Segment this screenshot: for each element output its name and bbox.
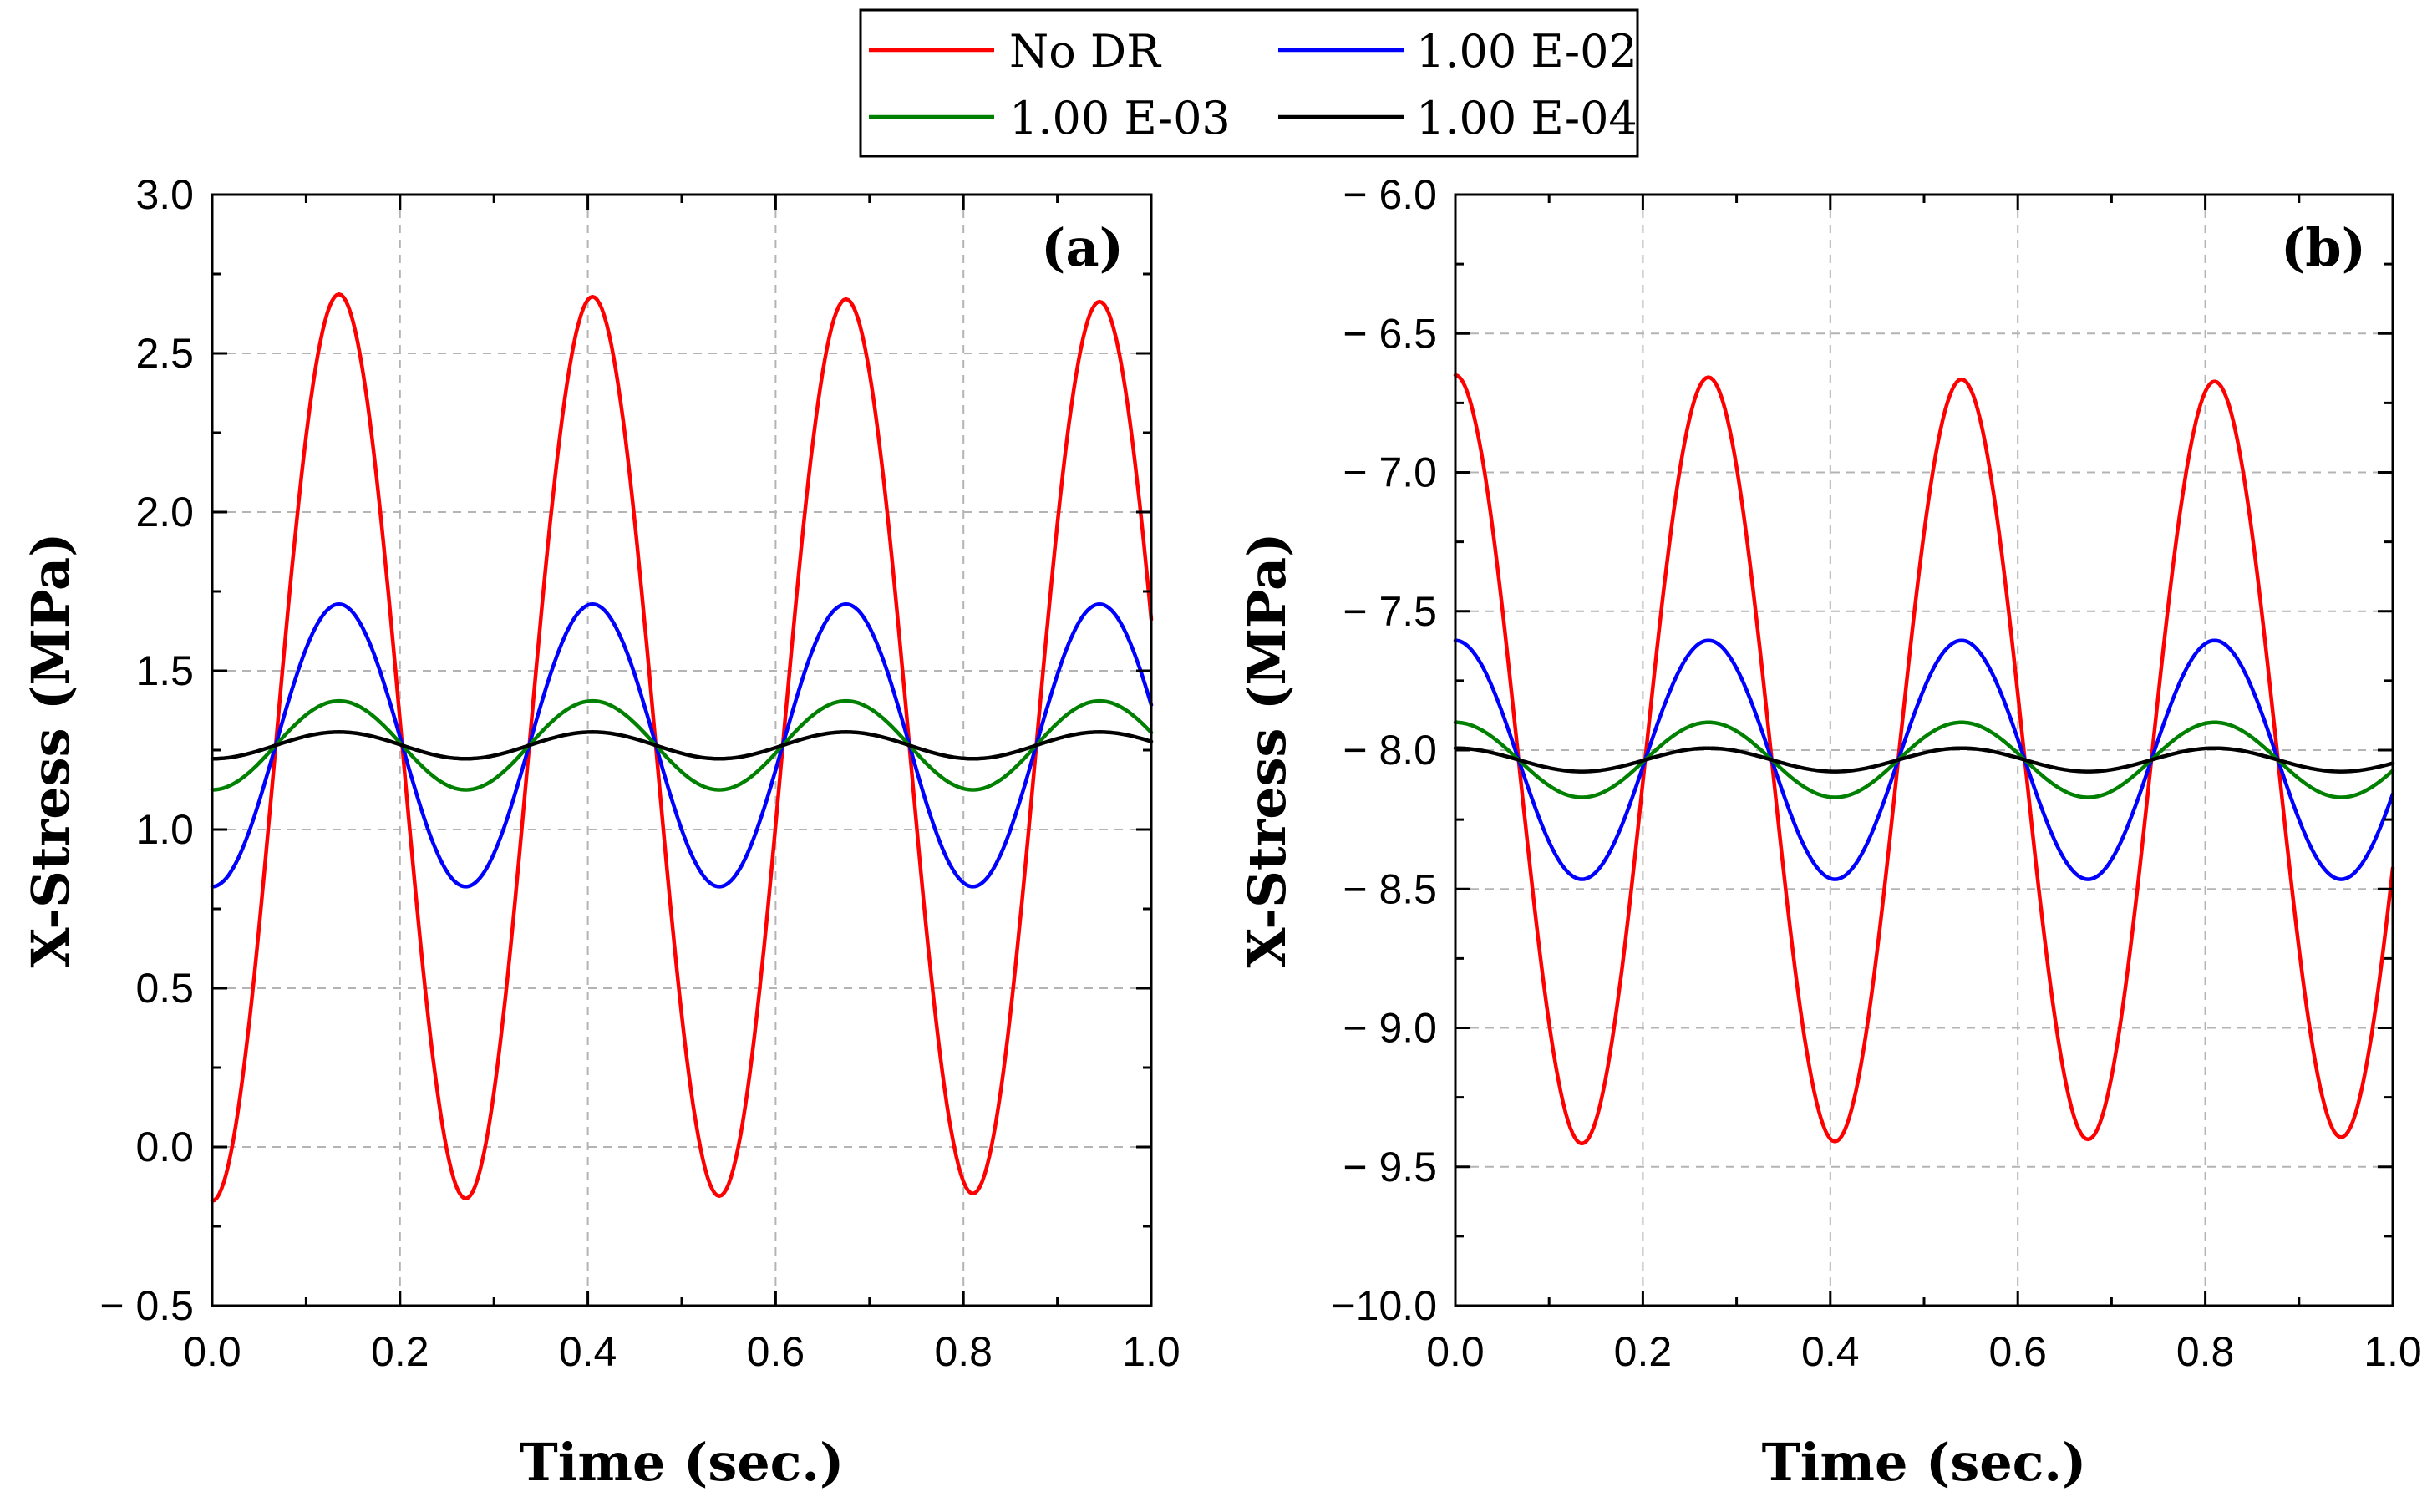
grid-a <box>212 195 1151 1306</box>
legend-label-1e-03: 1.00 E-03 <box>1009 92 1231 145</box>
series-a <box>210 292 1154 1203</box>
y-tick-label: 1.0 <box>135 806 194 853</box>
y-tick-label: − 6.0 <box>1343 171 1437 218</box>
legend: No DR 1.00 E-02 1.00 E-03 1.00 E-04 <box>859 8 1639 158</box>
x-tick-label: 0.8 <box>934 1328 993 1375</box>
series-line-b-0 <box>1453 373 2395 1146</box>
ticks-a <box>211 193 1153 1307</box>
x-tick-label: 0.0 <box>183 1328 241 1375</box>
ticks-b <box>1454 193 2394 1307</box>
x-axis-title-b: Time (sec.) <box>1762 1432 2087 1493</box>
x-tick-label: 0.8 <box>2176 1328 2235 1375</box>
y-tick-labels-a: 3.0 2.5 2.0 1.5 1.0 0.5 0.0 − 0.5 <box>99 171 194 1329</box>
legend-label-1e-04: 1.00 E-04 <box>1416 92 1637 145</box>
series-b <box>1453 373 2395 1146</box>
chart-panel-b: − 6.0 − 6.5 − 7.0 − 7.5 − 8.0 − 8.5 − 9.0 − 9.5… <box>1236 171 2422 1493</box>
y-tick-label: − 7.5 <box>1343 588 1437 635</box>
legend-label-1e-02: 1.00 E-02 <box>1416 25 1637 78</box>
y-axis-title-b: X-Stress (MPa) <box>1236 533 1297 968</box>
x-tick-label: 0.6 <box>747 1328 805 1375</box>
y-axis-title-a: X-Stress (MPa) <box>20 533 81 968</box>
series-line-b-2 <box>1453 720 2395 799</box>
x-tick-label: 0.2 <box>1614 1328 1673 1375</box>
x-axis-title-a: Time (sec.) <box>520 1432 845 1493</box>
y-tick-label: − 7.0 <box>1343 449 1437 496</box>
plot-frame-a <box>211 193 1153 1307</box>
x-tick-labels-a: 0.0 0.2 0.4 0.6 0.8 1.0 <box>183 1328 1180 1375</box>
y-tick-labels-b: − 6.0 − 6.5 − 7.0 − 7.5 − 8.0 − 8.5 − 9.0 − 9.5… <box>1331 171 1437 1329</box>
grid-b <box>1455 195 2393 1306</box>
x-tick-label: 0.4 <box>559 1328 617 1375</box>
x-tick-labels-b: 0.0 0.2 0.4 0.6 0.8 1.0 <box>1426 1328 2422 1375</box>
y-tick-label: − 8.0 <box>1343 727 1437 774</box>
x-tick-label: 1.0 <box>1122 1328 1180 1375</box>
series-line-a-3 <box>210 730 1154 761</box>
legend-box <box>859 8 1639 158</box>
chart-panel-a: 3.02.52.01.51.00.50.0− 0.5 0.0 0.2 0.4 0.6 0… <box>20 171 1180 1493</box>
legend-label-no-dr: No DR <box>1009 25 1161 78</box>
y-tick-label: 2.5 <box>135 330 194 377</box>
x-tick-label: 0.0 <box>1426 1328 1485 1375</box>
y-tick-label: −10.0 <box>1331 1282 1437 1329</box>
y-tick-label: − 9.0 <box>1343 1005 1437 1052</box>
y-tick-label: 1.5 <box>135 647 194 694</box>
y-tick-label: 0.0 <box>135 1124 194 1170</box>
y-tick-label: − 9.5 <box>1343 1144 1437 1190</box>
series-line-b-3 <box>1453 746 2395 774</box>
y-tick-label: − 0.5 <box>99 1282 194 1329</box>
y-tick-label: 3.0 <box>135 171 194 218</box>
series-line-a-1 <box>210 601 1154 889</box>
x-tick-label: 0.6 <box>1988 1328 2047 1375</box>
x-tick-label: 1.0 <box>2364 1328 2422 1375</box>
x-tick-label: 0.4 <box>1801 1328 1860 1375</box>
y-tick-label: − 8.5 <box>1343 865 1437 912</box>
y-tick-label: − 6.5 <box>1343 310 1437 357</box>
series-line-b-1 <box>1453 638 2395 881</box>
panel-label-b: (b) <box>2281 217 2366 278</box>
y-tick-label: 2.0 <box>135 489 194 535</box>
series-line-a-2 <box>210 698 1154 792</box>
y-tick-label: 0.5 <box>135 965 194 1012</box>
series-line-a-0 <box>210 292 1154 1203</box>
panel-label-a: (a) <box>1041 217 1124 278</box>
x-tick-label: 0.2 <box>371 1328 429 1375</box>
